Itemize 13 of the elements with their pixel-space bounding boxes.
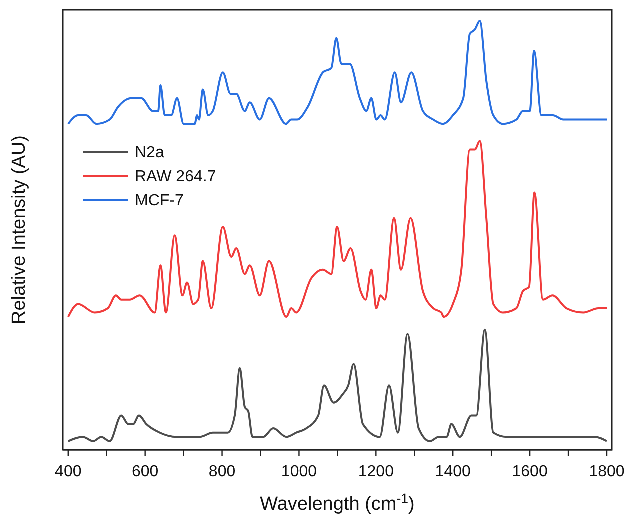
x-tick-label: 800 [208, 464, 236, 481]
legend-label: N2a [135, 144, 164, 162]
legend-label: RAW 264.7 [135, 168, 216, 186]
x-tick-label: 600 [132, 464, 159, 481]
x-tick-label: 1000 [281, 464, 318, 481]
x-tick-label: 400 [55, 464, 82, 481]
x-tick-label: 1400 [435, 464, 472, 481]
x-tick-label: 1800 [589, 464, 625, 481]
y-axis-title: Relative Intensity (AU) [9, 135, 30, 325]
legend-label: MCF-7 [135, 192, 184, 210]
x-axis-title: Wavelength (cm$^{-1}$) [260, 490, 415, 515]
x-tick-label: 1200 [358, 464, 394, 481]
x-tick-label: 1600 [512, 464, 548, 481]
